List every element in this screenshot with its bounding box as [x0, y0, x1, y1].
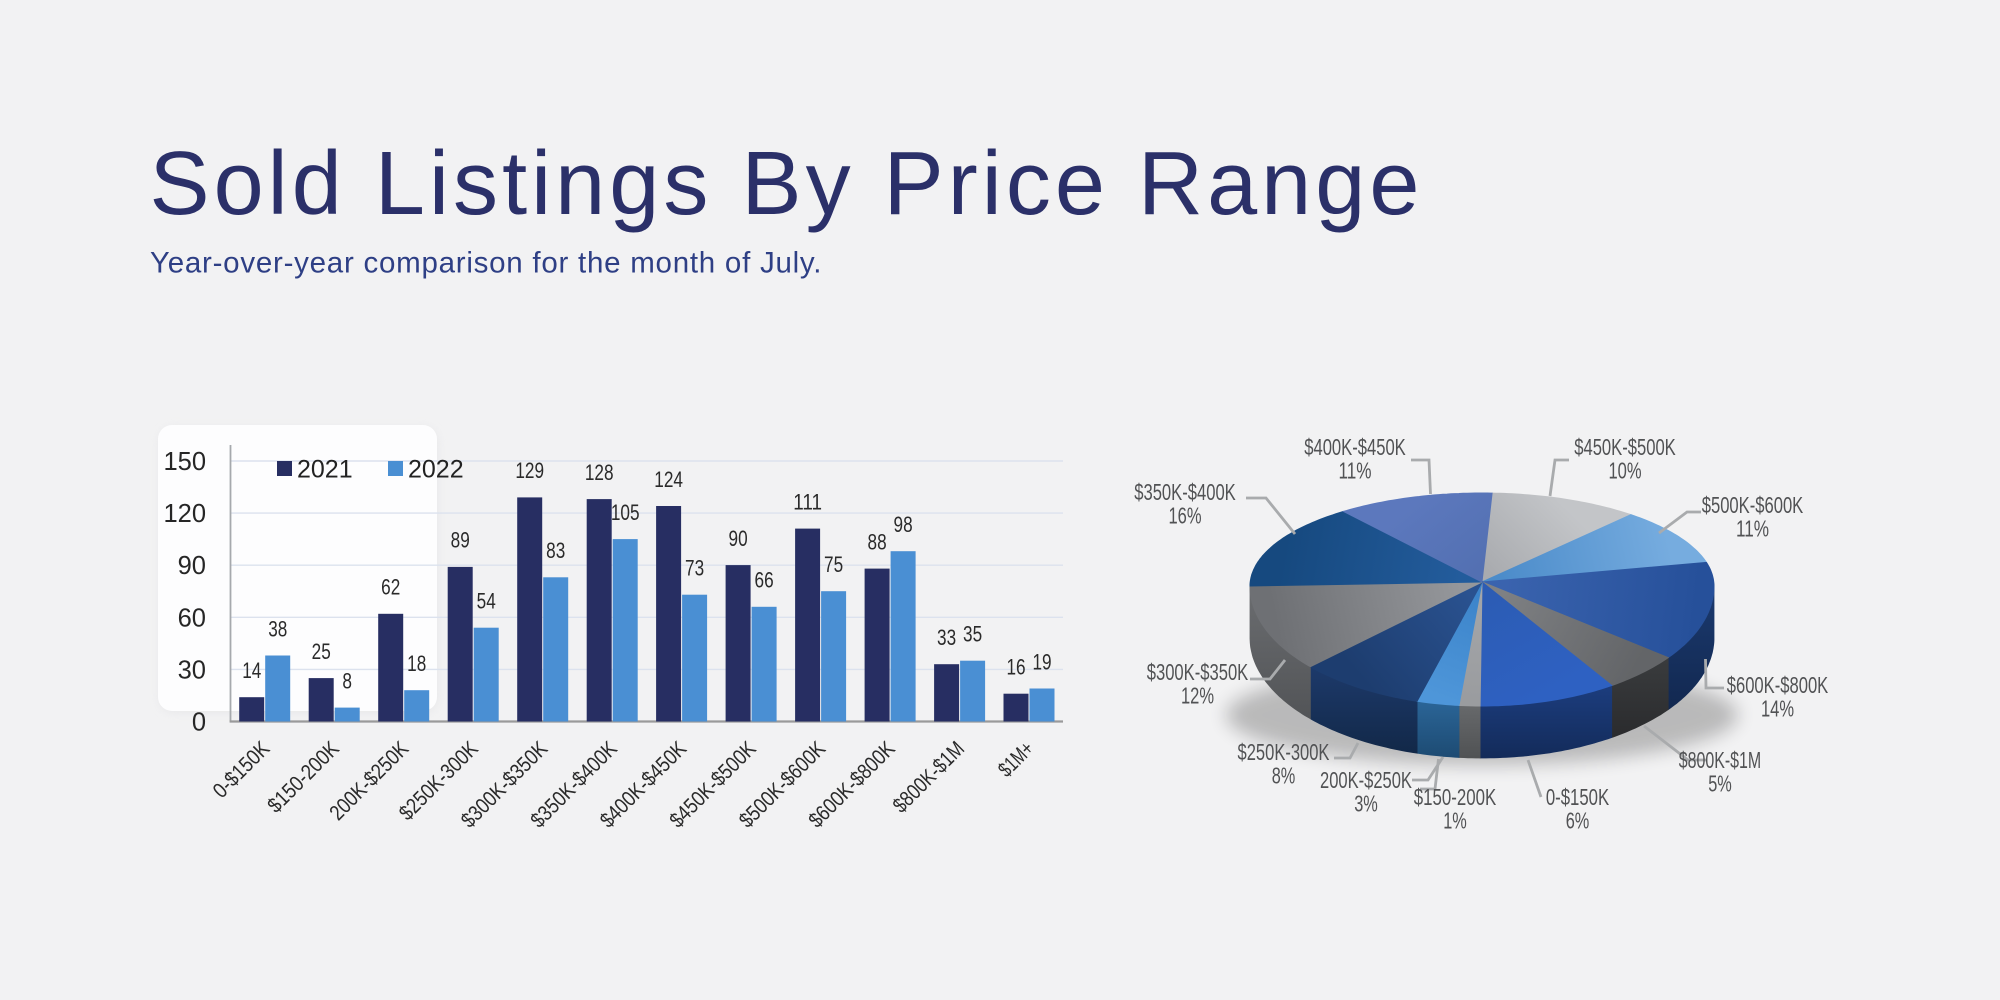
svg-text:$300K-$350K: $300K-$350K	[1147, 659, 1249, 685]
svg-text:128: 128	[585, 460, 614, 485]
svg-text:0: 0	[192, 709, 206, 737]
svg-text:105: 105	[611, 500, 640, 525]
svg-text:25: 25	[312, 639, 331, 664]
svg-text:19: 19	[1032, 649, 1051, 674]
svg-text:$800K-$1M: $800K-$1M	[1679, 747, 1761, 773]
svg-text:10%: 10%	[1608, 458, 1641, 484]
svg-text:8: 8	[342, 668, 352, 693]
svg-text:$450K-$500K: $450K-$500K	[1574, 434, 1676, 460]
svg-text:3%: 3%	[1354, 791, 1378, 817]
svg-text:Year-over-year comparison for: Year-over-year comparison for the month …	[150, 247, 822, 280]
svg-text:200K-$250K: 200K-$250K	[1320, 767, 1412, 793]
svg-text:12%: 12%	[1181, 683, 1214, 709]
svg-text:5%: 5%	[1708, 771, 1732, 797]
svg-text:120: 120	[163, 500, 206, 528]
svg-text:60: 60	[178, 604, 206, 632]
svg-text:33: 33	[937, 625, 956, 650]
svg-text:90: 90	[729, 526, 748, 551]
svg-text:90: 90	[178, 552, 206, 580]
svg-text:98: 98	[894, 512, 913, 537]
svg-text:62: 62	[381, 575, 400, 600]
svg-text:16: 16	[1006, 655, 1025, 680]
svg-text:111: 111	[793, 489, 822, 514]
svg-text:124: 124	[654, 467, 683, 492]
svg-text:11%: 11%	[1736, 516, 1769, 542]
svg-text:Sold Listings By Price Range: Sold Listings By Price Range	[150, 134, 1424, 234]
svg-text:2021: 2021	[297, 456, 353, 484]
svg-text:$400K-$450K: $400K-$450K	[1304, 434, 1406, 460]
svg-text:35: 35	[963, 622, 982, 647]
svg-text:66: 66	[755, 568, 774, 593]
svg-text:$250K-300K: $250K-300K	[1238, 739, 1330, 765]
svg-text:0-$150K: 0-$150K	[1546, 784, 1610, 810]
svg-text:89: 89	[451, 528, 470, 553]
svg-text:6%: 6%	[1566, 808, 1590, 834]
svg-text:1%: 1%	[1443, 808, 1467, 834]
svg-text:75: 75	[824, 552, 843, 577]
svg-text:38: 38	[268, 616, 287, 641]
svg-text:8%: 8%	[1272, 763, 1296, 789]
svg-text:$150-200K: $150-200K	[1414, 784, 1497, 810]
svg-text:$600K-$800K: $600K-$800K	[1727, 672, 1829, 698]
svg-text:18: 18	[407, 651, 426, 676]
svg-text:73: 73	[685, 556, 704, 581]
svg-text:83: 83	[546, 538, 565, 563]
svg-text:2022: 2022	[408, 456, 464, 484]
svg-text:$500K-$600K: $500K-$600K	[1702, 492, 1804, 518]
svg-text:11%: 11%	[1338, 458, 1371, 484]
svg-text:54: 54	[477, 589, 496, 614]
svg-text:16%: 16%	[1168, 503, 1201, 529]
svg-text:$350K-$400K: $350K-$400K	[1134, 479, 1236, 505]
svg-text:150: 150	[163, 448, 206, 476]
svg-text:14: 14	[242, 658, 261, 683]
svg-text:129: 129	[515, 458, 544, 483]
svg-text:14%: 14%	[1761, 696, 1794, 722]
svg-text:30: 30	[178, 656, 206, 684]
svg-text:88: 88	[868, 529, 887, 554]
